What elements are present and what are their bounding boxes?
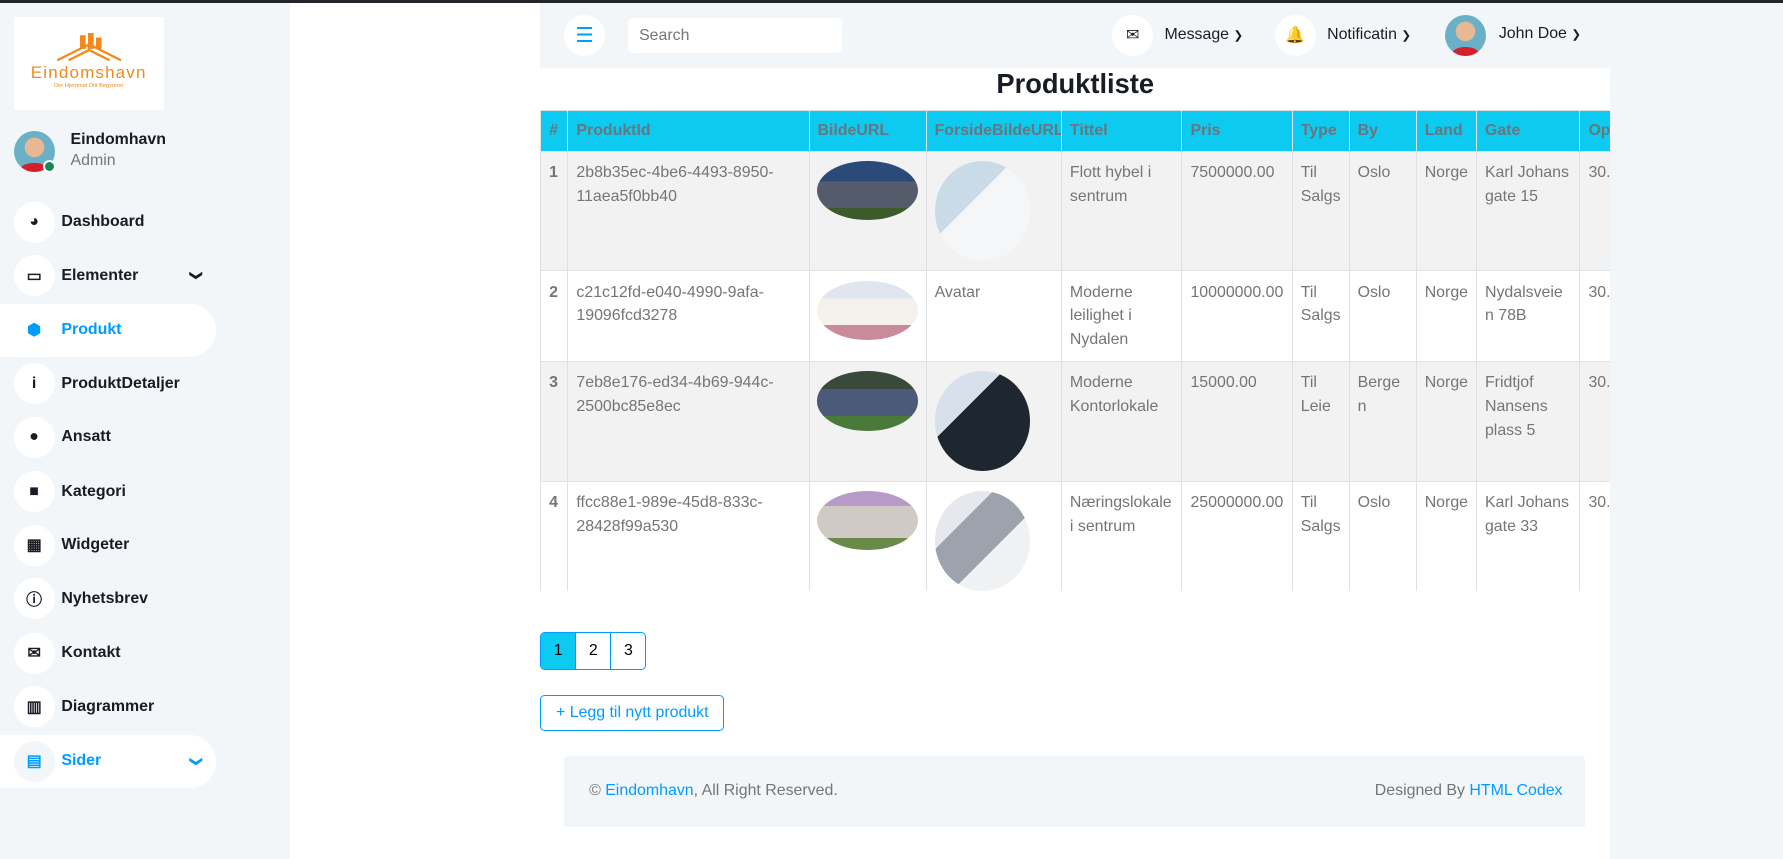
table-row: 4 ffcc88e1-989e-45d8-833c-28428f99a530 N… (540, 480, 1611, 592)
chevron-down-icon: ❯ (189, 756, 204, 767)
message-dropdown[interactable]: Message ❯ (1164, 26, 1243, 44)
product-image (817, 371, 918, 431)
sidebar-item-sider[interactable]: ▤ Sider ❯ (0, 734, 217, 789)
column-header[interactable]: Op (1579, 110, 1611, 153)
gauge-icon: ◕ (13, 201, 55, 243)
sidebar-item-label: Elementer (61, 266, 139, 284)
column-header[interactable]: ForsideBildeURL (925, 110, 1062, 153)
cover-image-cell (925, 480, 1062, 592)
laptop-icon: ▭ (13, 255, 55, 297)
cover-image-cell (925, 361, 1062, 482)
column-header[interactable]: By (1348, 110, 1417, 153)
sidebar-item-label: Kategori (61, 482, 126, 500)
column-header[interactable]: Type (1291, 110, 1350, 153)
sidebar-item-kontakt[interactable]: ✉ Kontakt (0, 627, 216, 680)
cover-image-cell (925, 151, 1062, 272)
sidebar-item-label: ProduktDetaljer (61, 374, 180, 392)
sidebar-item-label: Nyhetsbrev (61, 589, 149, 607)
window-top-bar (0, 0, 1783, 4)
sidebar-item-ansatt[interactable]: ● Ansatt (0, 411, 216, 464)
sidebar-item-widgeter[interactable]: ▦ Widgeter (0, 519, 216, 572)
sidebar-item-dashboard[interactable]: ◕ Dashboard (0, 196, 216, 249)
table-row: 3 7eb8e176-ed34-4b69-944c-2500bc85e8ec M… (540, 361, 1611, 482)
product-image (817, 490, 918, 550)
column-header[interactable]: Land (1415, 110, 1477, 153)
user-icon: ● (13, 416, 55, 458)
logo[interactable]: Eindomshavn Der Hjemmet Ditt Begynner (13, 17, 164, 111)
user-profile: Eindomhavn Admin (13, 130, 166, 174)
notification-dropdown[interactable]: Notificatin ❯ (1327, 26, 1411, 44)
column-header[interactable]: Tittel (1060, 110, 1183, 153)
sidebar-item-produktdetaljer[interactable]: i ProduktDetaljer (0, 357, 216, 410)
product-image (817, 280, 918, 340)
folder-icon: ■ (13, 471, 55, 513)
sidebar-item-elementer[interactable]: ▭ Elementer ❯ (0, 249, 216, 302)
chevron-down-icon: ❯ (1571, 29, 1581, 41)
footer: © Eindomhavn, All Right Reserved. Design… (564, 756, 1586, 827)
chevron-down-icon: ❯ (1233, 30, 1243, 43)
table-row: 2 c21c12fd-e040-4990-9afa-19096fcd3278 A… (540, 270, 1611, 363)
column-header[interactable]: BildeURL (808, 110, 927, 153)
envelope-open-icon: ✉ (13, 632, 55, 674)
brand-link[interactable]: Eindomhavn (605, 782, 694, 800)
cover-image (934, 490, 1031, 591)
page-3-button[interactable]: 3 (610, 633, 645, 669)
sidebar-item-label: Produkt (61, 321, 122, 339)
logo-building-icon (56, 32, 122, 62)
sidebar-item-label: Kontakt (61, 644, 121, 662)
page-1-button[interactable]: 1 (541, 633, 576, 669)
top-navbar: ☰ ✉ Message ❯ 🔔 Notificatin ❯ John Doe ❯ (540, 3, 1611, 69)
sidebar-item-kategori[interactable]: ■ Kategori (0, 465, 216, 518)
envelope-icon[interactable]: ✉ (1112, 14, 1154, 56)
sidebar: Eindomshavn Der Hjemmet Ditt Begynner Ei… (0, 3, 290, 859)
cover-image-cell: Avatar (925, 270, 1062, 363)
file-icon: ▤ (13, 740, 55, 782)
product-table: # ProduktId BildeURL ForsideBildeURL Tittel P… (540, 110, 1611, 592)
sidebar-item-label: Diagrammer (61, 697, 155, 715)
table-row: 1 2b8b35ec-4be6-4493-8950-11aea5f0bb40 F… (540, 151, 1611, 272)
chevron-down-icon: ❯ (1401, 30, 1411, 43)
sidebar-item-label: Ansatt (61, 428, 111, 446)
chevron-down-icon: ❯ (189, 270, 204, 281)
grid-icon: ▦ (13, 524, 55, 566)
page-2-button[interactable]: 2 (575, 633, 610, 669)
page-title: Produktliste (996, 68, 1155, 100)
menu-toggle-icon[interactable]: ☰ (564, 14, 605, 56)
sidebar-item-label: Widgeter (61, 536, 130, 554)
user-avatar[interactable] (1445, 14, 1487, 56)
chart-bar-icon: ▥ (13, 686, 55, 728)
column-header[interactable]: Gate (1476, 110, 1581, 153)
column-header[interactable]: ProduktId (567, 110, 810, 153)
cube-icon: ⬢ (27, 322, 42, 340)
sidebar-item-label: Sider (61, 752, 102, 770)
right-gutter (1610, 3, 1783, 859)
cover-image (934, 161, 1031, 262)
add-product-button[interactable]: + Legg til nytt produkt (540, 694, 725, 732)
product-image (817, 161, 918, 221)
user-dropdown[interactable]: John Doe ❯ (1498, 25, 1581, 42)
online-status-dot (43, 160, 57, 174)
info-circle-icon: ⓘ (13, 578, 55, 620)
info-icon: i (13, 363, 55, 405)
sidebar-item-diagrammer[interactable]: ▥ Diagrammer (0, 680, 216, 733)
column-header[interactable]: Pris (1181, 110, 1293, 153)
sidebar-item-label: Dashboard (61, 213, 145, 231)
sidebar-item-nyhetsbrev[interactable]: ⓘ Nyhetsbrev (0, 572, 216, 625)
cover-image (934, 371, 1031, 472)
search-input[interactable] (627, 18, 842, 54)
sidebar-item-produkt[interactable]: ⬢ Produkt (0, 303, 217, 358)
column-header[interactable]: # (540, 110, 569, 153)
designer-link[interactable]: HTML Codex (1469, 782, 1563, 800)
bell-icon[interactable]: 🔔 (1274, 14, 1316, 56)
